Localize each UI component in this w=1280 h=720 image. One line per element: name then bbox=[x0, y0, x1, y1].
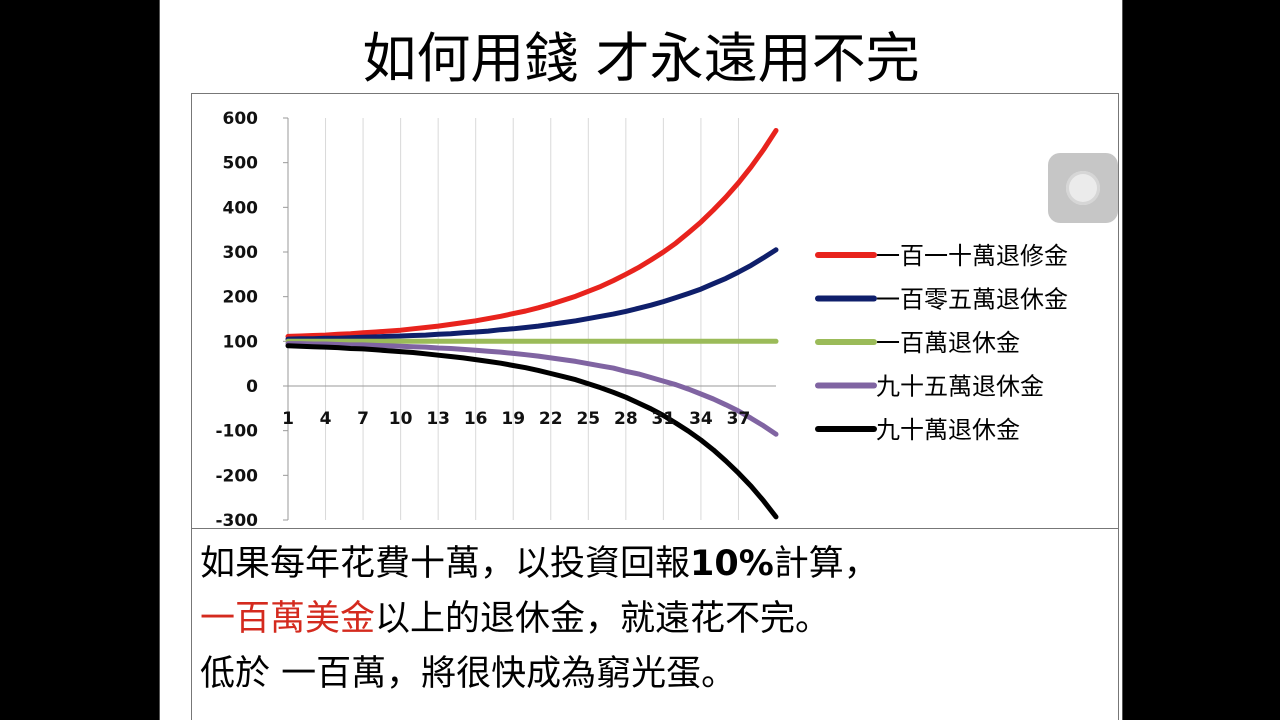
y-tick-label-0: 600 bbox=[223, 109, 259, 129]
x-tick-label-2: 7 bbox=[357, 409, 369, 429]
x-tick-label-7: 22 bbox=[539, 409, 563, 429]
caption-line-1: 如果每年花費十萬，以投資回報10%計算， bbox=[200, 537, 1118, 592]
series-line-4 bbox=[285, 343, 779, 520]
y-tick-label-9: -300 bbox=[215, 511, 258, 530]
legend-label-1: 一百零五萬退休金 bbox=[876, 286, 1068, 314]
assistive-touch-dot bbox=[1066, 171, 1100, 205]
x-tick-label-3: 10 bbox=[389, 409, 413, 429]
x-tick-label-1: 4 bbox=[320, 409, 332, 429]
y-tick-label-7: -100 bbox=[215, 422, 258, 442]
x-tick-label-10: 31 bbox=[652, 409, 676, 429]
x-tick-label-5: 16 bbox=[464, 409, 488, 429]
caption-line-1-rate: 10% bbox=[690, 544, 774, 584]
caption-line-2-highlight: 一百萬美金 bbox=[200, 599, 376, 639]
legend-label-4: 九十萬退休金 bbox=[876, 416, 1020, 444]
x-tick-label-9: 28 bbox=[614, 409, 638, 429]
caption-line-1-tail: 計算， bbox=[773, 544, 879, 584]
y-tick-label-2: 400 bbox=[223, 198, 259, 218]
y-tick-label-3: 300 bbox=[223, 243, 259, 263]
caption-box: 如果每年花費十萬，以投資回報10%計算， 一百萬美金以上的退休金，就遠花不完。 … bbox=[191, 528, 1119, 720]
caption-line-2-tail: 以上的退休金，就遠花不完。 bbox=[375, 599, 831, 639]
slide-title: 如何用錢 才永遠用不完 bbox=[362, 27, 920, 90]
x-tick-label-12: 37 bbox=[727, 409, 751, 429]
caption-line-1-text: 如果每年花費十萬，以投資回報 bbox=[200, 544, 691, 584]
series-line-3 bbox=[285, 341, 779, 437]
x-tick-label-4: 13 bbox=[426, 409, 450, 429]
series-line-1 bbox=[285, 247, 779, 342]
x-tick-label-11: 34 bbox=[689, 409, 713, 429]
x-tick-label-8: 25 bbox=[576, 409, 600, 429]
legend-label-0: 一百一十萬退修金 bbox=[876, 242, 1068, 270]
caption-line-3: 低於 一百萬，將很快成為窮光蛋。 bbox=[200, 654, 737, 694]
x-tick-label-6: 19 bbox=[501, 409, 525, 429]
caption-line-2: 一百萬美金以上的退休金，就遠花不完。 bbox=[200, 592, 1118, 647]
y-tick-label-1: 500 bbox=[223, 154, 259, 174]
y-tick-label-6: 0 bbox=[246, 377, 258, 397]
y-tick-label-5: 100 bbox=[223, 332, 259, 352]
series-line-0 bbox=[285, 128, 779, 339]
y-tick-label-4: 200 bbox=[223, 288, 259, 308]
line-chart: 600 500 400 300 200 100 0 -100 -200 -300 1 4 7 10 13 16… bbox=[191, 93, 1119, 530]
floating-assistive-touch-icon[interactable] bbox=[1048, 153, 1118, 223]
y-tick-label-8: -200 bbox=[215, 466, 258, 486]
chart-svg: 600 500 400 300 200 100 0 -100 -200 -300 1 4 7 10 13 16… bbox=[215, 109, 1068, 530]
x-tick-label-0: 1 bbox=[282, 409, 294, 429]
legend-label-3: 九十五萬退休金 bbox=[876, 373, 1044, 401]
legend-label-2: 一百萬退休金 bbox=[876, 329, 1020, 357]
